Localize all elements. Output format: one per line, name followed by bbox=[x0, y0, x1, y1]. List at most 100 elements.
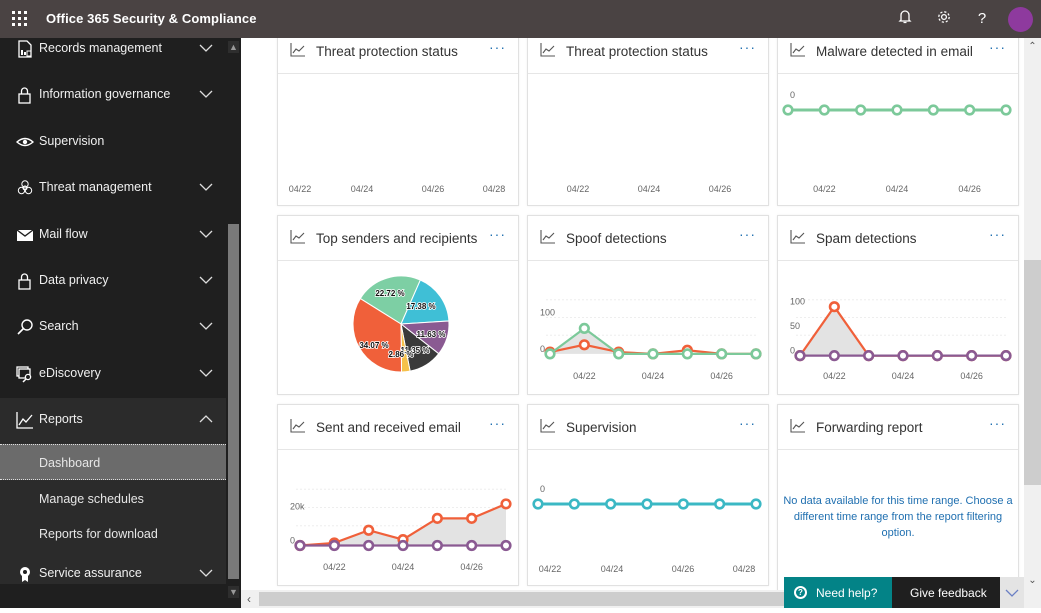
sidebar-subitem-manage-schedules[interactable]: Manage schedules bbox=[0, 481, 226, 517]
more-options-icon[interactable]: ··· bbox=[989, 226, 1006, 242]
sidebar-item-records-management[interactable]: Records management bbox=[0, 38, 226, 72]
data-point[interactable] bbox=[891, 104, 903, 116]
data-point[interactable] bbox=[828, 301, 840, 313]
data-point[interactable] bbox=[578, 322, 590, 335]
data-point[interactable] bbox=[1000, 350, 1012, 362]
x-tick-label: 04/26 bbox=[672, 564, 695, 574]
data-point[interactable] bbox=[716, 348, 728, 360]
more-options-icon[interactable]: ··· bbox=[989, 39, 1006, 55]
scroll-up-arrow[interactable]: ▲ bbox=[228, 41, 239, 53]
need-help-button[interactable]: ? Need help? bbox=[784, 577, 892, 608]
data-point[interactable] bbox=[927, 104, 939, 116]
data-point[interactable] bbox=[794, 350, 806, 362]
bell-icon[interactable] bbox=[895, 9, 915, 29]
gear-icon[interactable] bbox=[934, 9, 954, 29]
waffle-icon[interactable] bbox=[12, 11, 28, 27]
sidebar-subitem-reports-for-download[interactable]: Reports for download bbox=[0, 516, 226, 552]
data-point[interactable] bbox=[328, 539, 340, 552]
data-point[interactable] bbox=[897, 350, 909, 362]
card-title: Spam detections bbox=[816, 231, 917, 246]
data-point[interactable] bbox=[750, 498, 762, 510]
data-point[interactable] bbox=[641, 498, 653, 510]
data-point[interactable] bbox=[605, 498, 617, 510]
pie-slice[interactable] bbox=[352, 297, 403, 373]
data-point[interactable] bbox=[544, 348, 556, 360]
report-card-threat-protection-status[interactable]: Threat protection status ··· 04/22 04/24 0… bbox=[527, 38, 769, 206]
data-point[interactable] bbox=[750, 348, 762, 360]
data-point[interactable] bbox=[397, 539, 409, 552]
scroll-left-arrow[interactable]: ‹ bbox=[247, 592, 251, 606]
sidebar-scrollbar[interactable]: ▲ ▼ bbox=[226, 38, 241, 608]
y-tick-label: 20k bbox=[290, 502, 305, 512]
sidebar-item-supervision[interactable]: Supervision bbox=[0, 119, 226, 165]
pie-slice[interactable] bbox=[359, 275, 422, 325]
sidebar-item-threat-management[interactable]: Threat management bbox=[0, 165, 226, 211]
report-card-spam-detections[interactable]: Spam detections ··· 100 50 0 04/22 04/24 04/2… bbox=[777, 215, 1019, 395]
dashboard-main: Threat protection status ··· 04/22 04/24 0… bbox=[241, 38, 1024, 590]
main-vertical-scrollbar[interactable]: ⌃ ⌄ bbox=[1024, 38, 1041, 590]
x-tick-label: 04/28 bbox=[733, 564, 756, 574]
data-point[interactable] bbox=[647, 348, 659, 360]
report-card-forwarding-report[interactable]: Forwarding report ··· No data available … bbox=[777, 404, 1019, 590]
report-card-supervision[interactable]: Supervision ··· 0 04/22 04/24 04/26 04/28 bbox=[527, 404, 769, 586]
sidebar-item-search[interactable]: Search bbox=[0, 304, 226, 350]
data-point[interactable] bbox=[818, 104, 830, 116]
data-point[interactable] bbox=[568, 498, 580, 510]
pie-slice[interactable] bbox=[400, 279, 450, 325]
sidebar-item-ediscovery[interactable]: eDiscovery bbox=[0, 351, 226, 397]
report-card-malware-detected-in-email[interactable]: Malware detected in email ··· 0 04/22 04/2… bbox=[777, 38, 1019, 206]
data-point[interactable] bbox=[613, 348, 625, 360]
data-point[interactable] bbox=[714, 498, 726, 510]
more-options-icon[interactable]: ··· bbox=[739, 226, 756, 242]
report-card-threat-protection-status[interactable]: Threat protection status ··· 04/22 04/24 0… bbox=[277, 38, 519, 206]
data-point[interactable] bbox=[466, 539, 478, 552]
report-card-spoof-detections[interactable]: Spoof detections ··· 100 0 04/22 04/24 04/26 bbox=[527, 215, 769, 395]
data-point[interactable] bbox=[966, 350, 978, 362]
sidebar-scroll-thumb[interactable] bbox=[228, 224, 239, 579]
give-feedback-button[interactable]: Give feedback bbox=[892, 577, 1000, 608]
data-point[interactable] bbox=[294, 539, 306, 552]
scroll-down-arrow[interactable]: ⌄ bbox=[1028, 575, 1037, 586]
data-point[interactable] bbox=[500, 498, 512, 510]
more-options-icon[interactable]: ··· bbox=[989, 415, 1006, 431]
collapse-button[interactable] bbox=[1000, 577, 1024, 608]
sidebar-item-service-assurance[interactable]: Service assurance bbox=[0, 551, 226, 597]
report-card-top-senders-and-recipients[interactable]: Top senders and recipients ··· 22.72 % 17… bbox=[277, 215, 519, 395]
data-point[interactable] bbox=[363, 524, 375, 536]
sidebar-item-mail-flow[interactable]: Mail flow bbox=[0, 212, 226, 258]
data-point[interactable] bbox=[578, 339, 590, 351]
data-point[interactable] bbox=[855, 104, 867, 116]
data-point[interactable] bbox=[363, 539, 375, 552]
data-point[interactable] bbox=[828, 350, 840, 362]
more-options-icon[interactable]: ··· bbox=[489, 226, 506, 242]
data-point[interactable] bbox=[532, 498, 544, 510]
more-options-icon[interactable]: ··· bbox=[739, 415, 756, 431]
sidebar-item-data-privacy[interactable]: Data privacy bbox=[0, 258, 226, 304]
sidebar-item-information-governance[interactable]: Information governance bbox=[0, 72, 226, 118]
data-point[interactable] bbox=[677, 498, 689, 510]
data-point[interactable] bbox=[431, 539, 443, 552]
data-point[interactable] bbox=[681, 348, 693, 360]
data-point[interactable] bbox=[431, 512, 443, 524]
data-point[interactable] bbox=[466, 512, 478, 524]
more-options-icon[interactable]: ··· bbox=[489, 415, 506, 431]
sidebar-subitem-dashboard[interactable]: Dashboard bbox=[0, 444, 226, 480]
main-scroll-thumb[interactable] bbox=[1024, 260, 1041, 485]
help-icon[interactable]: ? bbox=[977, 10, 987, 27]
scroll-down-arrow[interactable]: ▼ bbox=[228, 586, 239, 598]
data-point[interactable] bbox=[782, 104, 794, 116]
data-point[interactable] bbox=[964, 104, 976, 116]
data-point[interactable] bbox=[931, 350, 943, 362]
avatar[interactable] bbox=[1008, 7, 1033, 32]
sidebar-item-reports[interactable]: Reports bbox=[0, 397, 226, 443]
y-tick-label: 0 bbox=[290, 536, 295, 546]
data-point[interactable] bbox=[863, 350, 875, 362]
card-header: Threat protection status ··· bbox=[278, 38, 518, 74]
x-tick-label: 04/26 bbox=[958, 184, 981, 194]
scroll-up-arrow[interactable]: ⌃ bbox=[1028, 41, 1037, 52]
data-point[interactable] bbox=[1000, 104, 1012, 116]
more-options-icon[interactable]: ··· bbox=[489, 39, 506, 55]
report-card-sent-and-received-email[interactable]: Sent and received email ··· 20k 0 04/22 04/… bbox=[277, 404, 519, 586]
more-options-icon[interactable]: ··· bbox=[739, 39, 756, 55]
data-point[interactable] bbox=[500, 539, 512, 552]
